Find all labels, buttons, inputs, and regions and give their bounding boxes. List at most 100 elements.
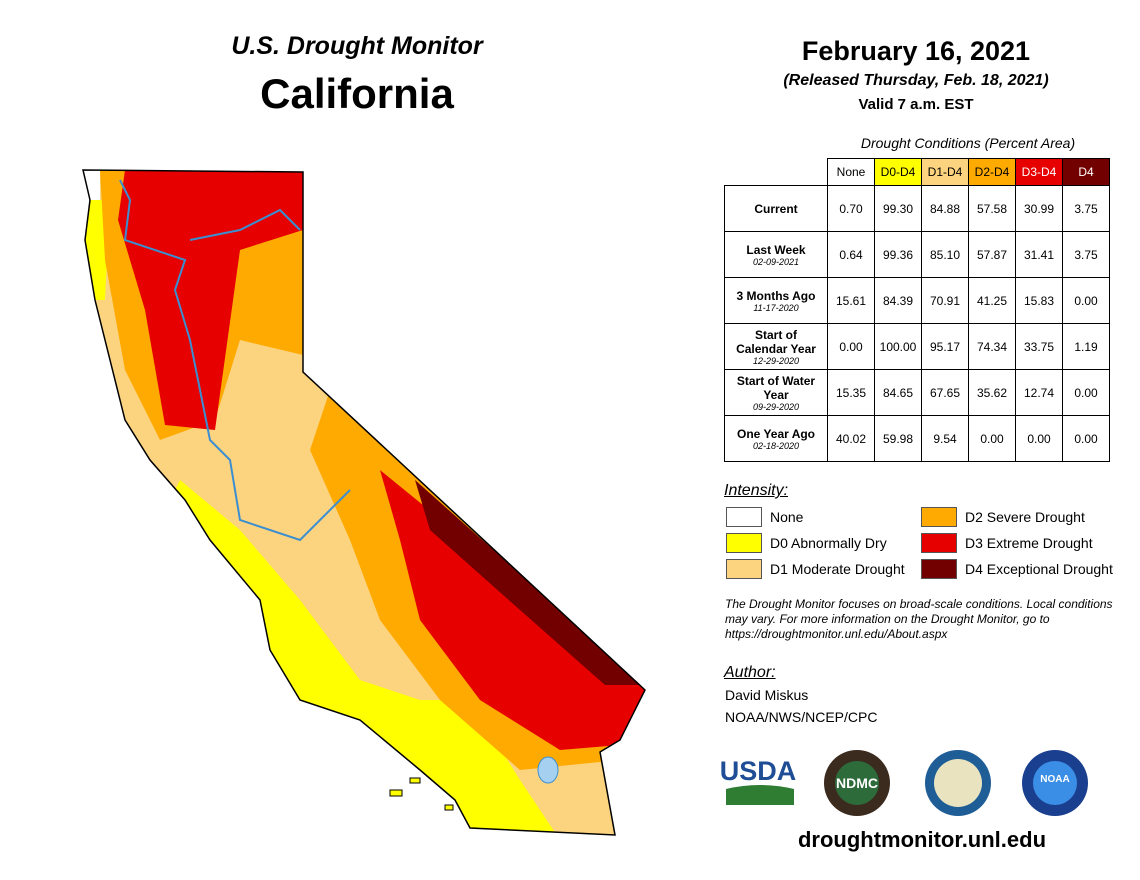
legend-swatch: [921, 559, 957, 579]
legend-swatch: [726, 533, 762, 553]
row-date: 02-09-2021: [752, 256, 800, 267]
row-label: 3 Months Ago: [736, 288, 816, 303]
legend-item: D4 Exceptional Drought: [921, 556, 1126, 582]
legend-item: D2 Severe Drought: [921, 504, 1126, 530]
legend-swatch: [726, 559, 762, 579]
table-cell: 1.19: [1062, 323, 1110, 370]
row-date: 02-18-2020: [752, 440, 800, 451]
table-cell: 0.64: [827, 231, 875, 278]
row-date: 12-29-2020: [752, 355, 800, 366]
row-label: Last Week: [746, 242, 806, 257]
table-cell: 99.36: [874, 231, 922, 278]
row-label-cell: Current: [724, 185, 828, 232]
row-label: Current: [754, 201, 798, 216]
table-cell: 0.00: [827, 323, 875, 370]
row-label-cell: Last Week 02-09-2021: [724, 231, 828, 278]
table-row: Last Week 02-09-2021 0.64 99.36 85.10 57.87 31…: [724, 231, 1110, 278]
logo-noaa: NOAA: [1040, 774, 1069, 785]
row-label: Start of Calendar Year: [736, 327, 816, 356]
table-row: Start of Calendar Year 12-29-2020 0.00 100.…: [724, 323, 1110, 370]
column-header: None: [827, 158, 875, 186]
logo-ndmc-disc: [835, 761, 879, 805]
table-cell: 0.70: [827, 185, 875, 232]
table-cell: 0.00: [1062, 415, 1110, 462]
header-row: None D0-D4 D1-D4 D2-D4 D3-D4 D4: [724, 158, 1110, 186]
logo-ndmc: NDMC: [836, 775, 878, 791]
column-header: D3-D4: [1015, 158, 1063, 186]
legend-swatch: [921, 533, 957, 553]
table-cell: 84.88: [921, 185, 969, 232]
table-cell: 30.99: [1015, 185, 1063, 232]
table-cell: 57.87: [968, 231, 1016, 278]
table-cell: 40.02: [827, 415, 875, 462]
legend-label: D2 Severe Drought: [965, 509, 1085, 525]
table-cell: 85.10: [921, 231, 969, 278]
table-cell: 9.54: [921, 415, 969, 462]
logo-noaa-disc: [1033, 761, 1077, 805]
legend-label: D3 Extreme Drought: [965, 535, 1093, 551]
released: (Released Thursday, Feb. 18, 2021): [783, 72, 1049, 89]
table-row: Current 0.70 99.30 84.88 57.58 30.99 3.75: [724, 185, 1110, 232]
column-header: D4: [1062, 158, 1110, 186]
legend-item: D3 Extreme Drought: [921, 530, 1126, 556]
date: February 16, 2021: [801, 36, 1031, 66]
table-cell: 100.00: [874, 323, 922, 370]
table-cell: 0.00: [1062, 369, 1110, 416]
row-date: 11-17-2020: [753, 302, 799, 313]
table-row: Start of Water Year 09-29-2020 15.35 84.65 6…: [724, 369, 1110, 416]
table-cell: 3.75: [1062, 185, 1110, 232]
table-cell: 74.34: [968, 323, 1016, 370]
map: [82, 169, 646, 836]
legend-item: None: [726, 504, 921, 530]
legend-label: D4 Exceptional Drought: [965, 561, 1113, 577]
row-label-cell: One Year Ago 02-18-2020: [724, 415, 828, 462]
note: The Drought Monitor focuses on broad-sca…: [725, 597, 1113, 641]
row-label: Start of Water Year: [736, 373, 816, 402]
row-label-cell: 3 Months Ago 11-17-2020: [724, 277, 828, 324]
valid: Valid 7 a.m. EST: [858, 96, 974, 113]
legend-item: D0 Abnormally Dry: [726, 530, 921, 556]
author-title: Author:: [724, 664, 776, 681]
legend-label: D0 Abnormally Dry: [770, 535, 887, 551]
conditions-table: None D0-D4 D1-D4 D2-D4 D3-D4 D4 Current 0.70 99.…: [724, 158, 1110, 462]
table-caption: Drought Conditions (Percent Area): [860, 135, 1076, 151]
table-cell: 0.00: [1015, 415, 1063, 462]
table-cell: 70.91: [921, 277, 969, 324]
logo-doc-inner: [934, 759, 982, 807]
logo-usda-field: [726, 785, 794, 805]
footer-url: droughtmonitor.unl.edu: [797, 827, 1047, 852]
table-cell: 15.83: [1015, 277, 1063, 324]
table-cell: 12.74: [1015, 369, 1063, 416]
table-cell: 41.25: [968, 277, 1016, 324]
table-cell: 59.98: [874, 415, 922, 462]
row-date: 09-29-2020: [752, 401, 800, 412]
table-cell: 15.61: [827, 277, 875, 324]
legend-label: None: [770, 509, 804, 525]
table-cell: 3.75: [1062, 231, 1110, 278]
table-cell: 57.58: [968, 185, 1016, 232]
table-cell: 84.39: [874, 277, 922, 324]
row-label: One Year Ago: [736, 426, 816, 441]
logos: USDA NDMC NOAA: [720, 750, 1088, 816]
row-label-cell: Start of Water Year 09-29-2020: [724, 369, 828, 416]
table-cell: 99.30: [874, 185, 922, 232]
logo-usda: USDA: [720, 756, 796, 786]
table-cell: 31.41: [1015, 231, 1063, 278]
legend-label: D1 Moderate Drought: [770, 561, 905, 577]
legend-swatch: [921, 507, 957, 527]
corner: [724, 158, 828, 186]
table-row: One Year Ago 02-18-2020 40.02 59.98 9.54 0.00…: [724, 415, 1110, 462]
column-header: D0-D4: [874, 158, 922, 186]
region: California: [260, 70, 454, 117]
table-cell: 67.65: [921, 369, 969, 416]
table-cell: 84.65: [874, 369, 922, 416]
legend-item: D1 Moderate Drought: [726, 556, 921, 582]
table-cell: 95.17: [921, 323, 969, 370]
author-org: NOAA/NWS/NCEP/CPC: [725, 709, 878, 725]
table-cell: 35.62: [968, 369, 1016, 416]
table-cell: 0.00: [968, 415, 1016, 462]
row-label-cell: Start of Calendar Year 12-29-2020: [724, 323, 828, 370]
legend-swatch: [726, 507, 762, 527]
table-cell: 33.75: [1015, 323, 1063, 370]
